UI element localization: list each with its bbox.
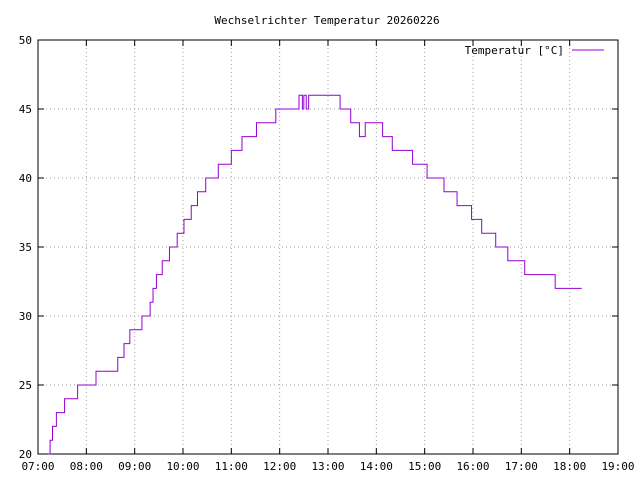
x-tick-label: 09:00 xyxy=(118,460,151,473)
temperature-series-line xyxy=(48,94,582,455)
grid-layer xyxy=(38,40,618,454)
x-tick-label: 12:00 xyxy=(263,460,296,473)
chart-title: Wechselrichter Temperatur 20260226 xyxy=(214,14,439,27)
y-tick-label: 40 xyxy=(19,172,32,185)
y-tick-label: 45 xyxy=(19,103,32,116)
x-tick-label: 10:00 xyxy=(166,460,199,473)
series-layer xyxy=(48,94,582,455)
axis-layer: 20 25 30 35 40 45 50 07:00 08:00 09:00 10:00 11:00 1… xyxy=(19,34,635,473)
x-tick-label: 13:00 xyxy=(311,460,344,473)
x-tick-label: 14:00 xyxy=(360,460,393,473)
y-tick-label: 50 xyxy=(19,34,32,47)
y-tick-label: 20 xyxy=(19,448,32,461)
y-tick-label: 30 xyxy=(19,310,32,323)
legend-label: Temperatur [°C] xyxy=(465,44,564,57)
x-tick-label: 07:00 xyxy=(21,460,54,473)
x-tick-label: 15:00 xyxy=(408,460,441,473)
y-tick-label: 35 xyxy=(19,241,32,254)
y-tick-label: 25 xyxy=(19,379,32,392)
x-tick-label: 19:00 xyxy=(601,460,634,473)
x-tick-label: 18:00 xyxy=(553,460,586,473)
x-tick-label: 16:00 xyxy=(456,460,489,473)
x-tick-label: 11:00 xyxy=(215,460,248,473)
x-tick-label: 08:00 xyxy=(70,460,103,473)
legend: Temperatur [°C] xyxy=(465,44,604,57)
x-tick-label: 17:00 xyxy=(505,460,538,473)
